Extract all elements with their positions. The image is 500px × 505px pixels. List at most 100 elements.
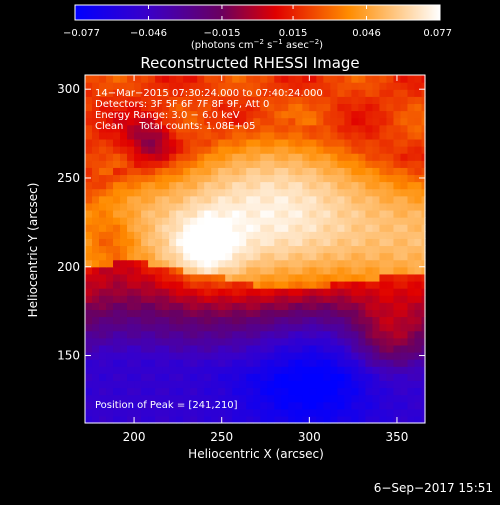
heatmap-cell: [295, 153, 303, 161]
heatmap-cell: [323, 167, 331, 176]
heatmap-cell: [197, 394, 205, 403]
heatmap-cell: [267, 82, 275, 90]
heatmap-cell: [393, 337, 402, 346]
heatmap-cell: [421, 188, 426, 197]
heatmap-cell: [281, 401, 289, 410]
heatmap-cell: [267, 224, 275, 232]
heatmap-cell: [379, 245, 388, 254]
heatmap-cell: [414, 153, 423, 161]
heatmap-cell: [365, 394, 374, 403]
heatmap-cell: [204, 217, 212, 225]
heatmap-cell: [120, 309, 128, 318]
heatmap-cell: [169, 259, 177, 268]
heatmap-cell: [176, 209, 184, 218]
heatmap-cell: [281, 160, 289, 168]
heatmap-cell: [99, 89, 107, 97]
heatmap-cell: [358, 224, 367, 232]
heatmap-cell: [302, 195, 310, 204]
heatmap-cell: [323, 245, 331, 254]
heatmap-cell: [169, 316, 177, 325]
heatmap-cell: [288, 89, 296, 97]
heatmap-cell: [106, 231, 114, 239]
heatmap-cell: [414, 117, 423, 126]
heatmap-cell: [372, 174, 381, 183]
heatmap-cell: [246, 359, 254, 367]
heatmap-cell: [281, 138, 289, 147]
heatmap-cell: [302, 415, 310, 424]
heatmap-cell: [253, 117, 261, 126]
heatmap-cell: [148, 138, 156, 147]
heatmap-cell: [211, 252, 219, 261]
heatmap-cell: [211, 217, 219, 225]
heatmap-cell: [148, 359, 156, 367]
heatmap-cell: [400, 316, 409, 325]
heatmap-cell: [421, 181, 426, 190]
heatmap-cell: [197, 408, 205, 417]
heatmap-cell: [197, 373, 205, 381]
heatmap-cell: [155, 330, 163, 339]
heatmap-cell: [106, 288, 114, 296]
heatmap-cell: [169, 351, 177, 360]
heatmap-cell: [407, 188, 416, 197]
heatmap-cell: [169, 302, 177, 310]
heatmap-cell: [302, 146, 310, 154]
heatmap-cell: [155, 387, 163, 396]
heatmap-cell: [99, 153, 107, 161]
heatmap-cell: [127, 380, 135, 389]
heatmap-cell: [253, 75, 261, 83]
heatmap-cell: [267, 408, 275, 417]
heatmap-cell: [393, 288, 402, 296]
heatmap-cell: [260, 330, 268, 339]
heatmap-cell: [351, 401, 360, 410]
heatmap-cell: [414, 238, 423, 247]
heatmap-cell: [120, 202, 128, 211]
heatmap-cell: [267, 288, 275, 296]
heatmap-cell: [106, 408, 114, 417]
heatmap-cell: [127, 103, 135, 112]
heatmap-cell: [246, 96, 254, 105]
heatmap-cell: [176, 394, 184, 403]
colorbar: −0.077 −0.046 −0.015 0.015 0.046 0.077 (photo…: [63, 4, 452, 51]
heatmap-cell: [141, 309, 149, 318]
x-axis-ticks: 200 250 300 350: [123, 75, 408, 444]
heatmap-cell: [239, 202, 247, 211]
heatmap-cell: [106, 188, 114, 197]
heatmap-cell: [211, 181, 219, 190]
heatmap-cell: [316, 252, 324, 261]
heatmap-cell: [127, 209, 135, 218]
heatmap-cell: [414, 288, 423, 296]
heatmap-cell: [190, 89, 198, 97]
colorbar-gradient: [74, 4, 441, 21]
heatmap-cell: [127, 387, 135, 396]
heatmap-cell: [407, 224, 416, 232]
heatmap-cell: [267, 117, 275, 126]
heatmap-cell: [267, 295, 275, 303]
heatmap-cell: [386, 138, 395, 147]
heatmap-cell: [99, 387, 107, 396]
heatmap-cell: [85, 224, 93, 232]
heatmap-cell: [162, 408, 170, 417]
heatmap-cell: [106, 89, 114, 97]
heatmap-cell: [176, 351, 184, 360]
heatmap-cell: [316, 217, 324, 225]
heatmap-cell: [148, 117, 156, 126]
heatmap-cell: [316, 202, 324, 211]
heatmap-cell: [365, 82, 374, 90]
heatmap-cell: [190, 295, 198, 303]
heatmap-cell: [162, 174, 170, 183]
heatmap-cell: [337, 160, 345, 168]
heatmap-cell: [400, 337, 409, 346]
heatmap-cell: [302, 394, 310, 403]
heatmap-cell: [386, 366, 395, 374]
heatmap-cell: [260, 217, 268, 225]
heatmap-cell: [267, 103, 275, 112]
heatmap-cell: [372, 273, 381, 282]
heatmap-cell: [92, 415, 100, 424]
heatmap-cell: [218, 344, 226, 353]
heatmap-cell: [288, 288, 296, 296]
heatmap-cell: [421, 337, 426, 346]
heatmap-cell: [190, 415, 198, 424]
heatmap-cell: [400, 110, 409, 119]
heatmap-cell: [316, 366, 324, 374]
heatmap-cell: [281, 366, 289, 374]
